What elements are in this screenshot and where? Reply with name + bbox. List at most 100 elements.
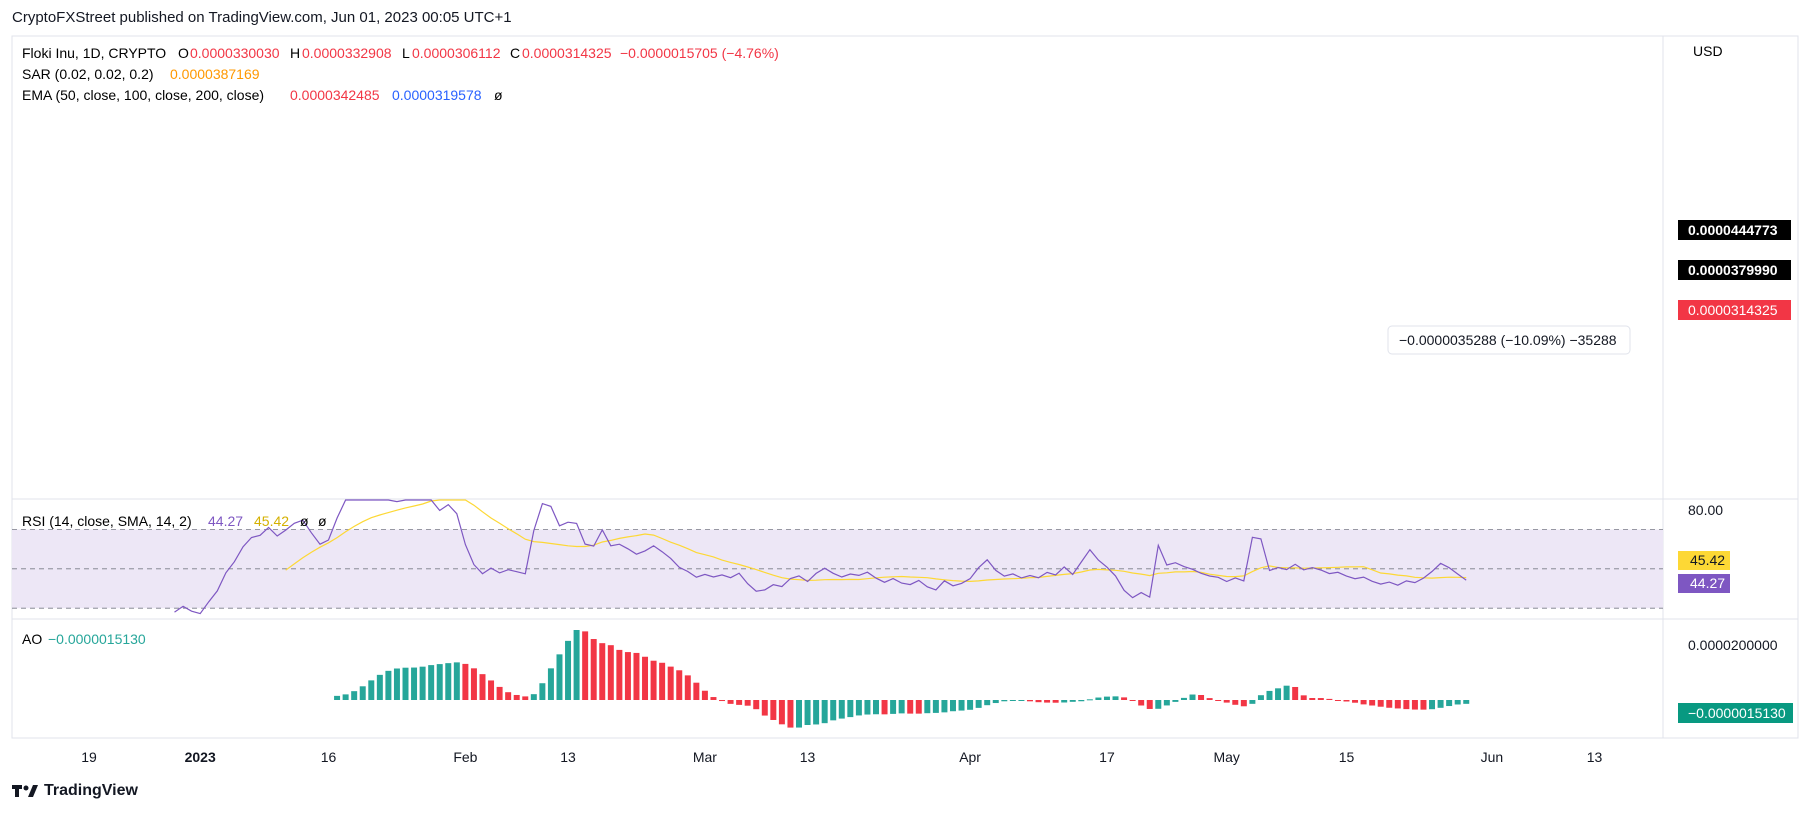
time-tick-label: 15	[1339, 749, 1355, 765]
rsi-badge-text: 44.27	[1690, 575, 1725, 591]
ao-bar	[873, 700, 879, 715]
ao-bar	[573, 630, 580, 700]
legend-change: −0.0000015705 (−4.76%)	[620, 45, 779, 61]
ao-bar	[359, 686, 366, 700]
ao-bar	[796, 700, 802, 728]
rsi-legend: RSI (14, close, SMA, 14, 2) 44.27 45.42 …	[22, 513, 327, 529]
ao-bar	[428, 665, 435, 700]
hline1-badge-bg	[1678, 220, 1791, 240]
footer-brand-text: TradingView	[44, 782, 138, 799]
ao-bar	[376, 674, 383, 700]
legend-ema100-value: 0.0000319578	[392, 87, 482, 103]
rsi-ma-badge-bg	[1678, 551, 1730, 570]
rsi-legend-upper: ø	[300, 513, 309, 529]
rsi-legend-label: RSI (14, close, SMA, 14, 2)	[22, 513, 192, 529]
rsi-ma-badge: 45.42	[1678, 551, 1730, 570]
time-axis: 19 2023 16 Feb 13 Mar 13 Apr 17 May 15 Jun 13	[81, 749, 1602, 765]
chart-border	[11, 35, 1799, 739]
ao-bar	[676, 670, 683, 700]
last-price-badge-text: 0.0000314325	[1688, 302, 1778, 318]
ao-bar	[616, 649, 623, 700]
ao-bar	[547, 668, 554, 700]
ao-bar	[650, 660, 657, 700]
rsi-tick-label: 80.00	[1688, 502, 1723, 518]
ao-bar	[1309, 698, 1316, 700]
ao-bar	[436, 664, 443, 700]
ao-bar	[1232, 700, 1239, 705]
ao-bar	[967, 700, 974, 710]
ao-bar	[847, 700, 854, 718]
ao-bar	[1352, 700, 1359, 703]
ao-bar	[1215, 700, 1222, 701]
ao-bar	[496, 686, 503, 700]
ao-bar	[1018, 700, 1025, 701]
ao-bar	[385, 670, 392, 700]
time-tick-label: Apr	[959, 749, 981, 765]
ao-bar	[334, 695, 341, 700]
time-tick-label: Feb	[453, 749, 477, 765]
ao-bar	[659, 662, 666, 700]
ao-bar	[1446, 700, 1453, 707]
ao-bar	[864, 700, 871, 715]
ao-bar	[445, 663, 452, 700]
ao-bar	[556, 654, 563, 700]
ao-bar	[1257, 695, 1264, 700]
footer-brand[interactable]: TradingView	[12, 782, 138, 800]
last-price-badge-bg	[1678, 300, 1791, 320]
ao-bar	[949, 700, 956, 712]
ao-bar	[1249, 700, 1256, 704]
ao-bar	[907, 700, 914, 714]
ao-bar	[1403, 700, 1410, 710]
ao-bar	[1086, 699, 1093, 701]
ao-bar	[539, 683, 546, 700]
ao-bar	[393, 668, 400, 700]
ao-bar	[1121, 697, 1128, 700]
ao-bar	[1146, 700, 1153, 709]
ao-bar	[488, 680, 495, 700]
ao-bar	[1035, 700, 1042, 703]
ao-bar	[1112, 696, 1119, 700]
ao-bar	[1061, 700, 1068, 703]
ao-bar	[701, 690, 708, 700]
ao-bar	[1240, 700, 1247, 707]
ao-bar	[1129, 700, 1136, 702]
ao-bar	[624, 652, 631, 700]
legend-ema50-value: 0.0000342485	[290, 87, 380, 103]
ao-bar	[1103, 696, 1110, 700]
ao-bar	[941, 700, 948, 713]
ao-bar	[804, 700, 811, 725]
legend-close: 0.0000314325	[522, 45, 612, 61]
ao-bar	[582, 631, 589, 700]
time-tick-label: 17	[1099, 749, 1115, 765]
legend-ema-label: EMA (50, close, 100, close, 200, close)	[22, 87, 264, 103]
ao-bar	[1044, 700, 1051, 703]
ao-bar	[1437, 700, 1444, 708]
measure-label[interactable]: −0.0000035288 (−10.09%) −35288	[1387, 325, 1631, 355]
time-tick-label: 13	[800, 749, 816, 765]
ao-bar	[411, 667, 418, 700]
ao-bar	[932, 700, 939, 713]
ao-bar	[924, 700, 931, 714]
ao-bar	[1172, 700, 1179, 702]
ao-bar	[770, 700, 777, 720]
ao-pane: 0.0000200000	[334, 630, 1778, 728]
ao-bar	[1026, 700, 1033, 702]
ao-bar	[667, 666, 674, 700]
ao-bar	[984, 700, 991, 706]
ao-bar	[1334, 700, 1341, 701]
ao-bar	[1163, 700, 1170, 706]
ao-bar	[736, 700, 743, 705]
rsi-line	[174, 499, 1467, 615]
time-tick-label: May	[1213, 749, 1239, 765]
ao-bar	[1420, 700, 1427, 710]
ao-bar	[727, 700, 734, 704]
ao-bar	[530, 694, 537, 700]
ao-bar	[1223, 700, 1230, 703]
ao-bar	[1377, 700, 1384, 707]
time-tick-label: 19	[81, 749, 97, 765]
hline1-badge: 0.0000444773	[1678, 220, 1791, 240]
legend-open: 0.0000330030	[190, 45, 280, 61]
ao-bar	[402, 667, 409, 700]
ao-bar	[607, 645, 614, 700]
